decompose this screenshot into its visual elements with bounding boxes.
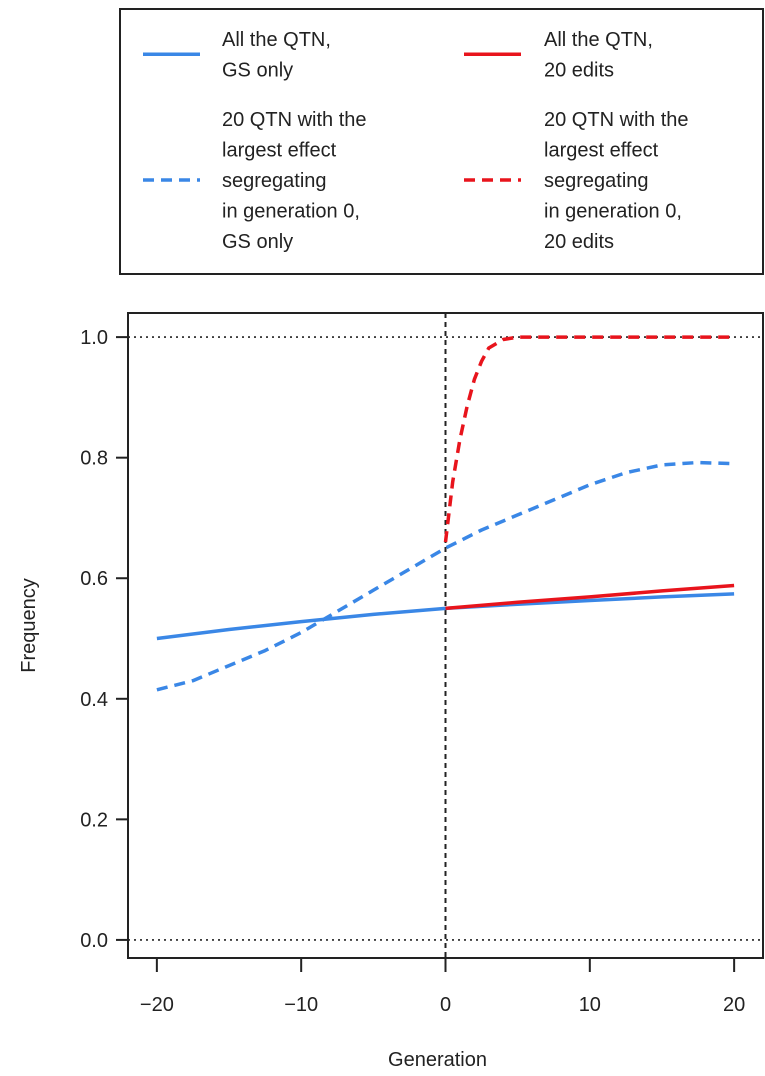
legend-label-line: largest effect bbox=[222, 140, 337, 162]
legend-label-line: 20 edits bbox=[544, 60, 614, 82]
plot-frame bbox=[127, 312, 764, 959]
y-tick-label: 0.2 bbox=[80, 809, 108, 831]
x-tick-label: −20 bbox=[140, 994, 174, 1016]
y-tick-label: 0.8 bbox=[80, 448, 108, 470]
y-tick-label: 0.6 bbox=[80, 568, 108, 590]
legend-entry-all-qtn-gs-only: All the QTN, GS only bbox=[143, 29, 331, 82]
x-tick-label: 20 bbox=[723, 994, 745, 1016]
y-tick-label: 1.0 bbox=[80, 327, 108, 349]
y-axis-label: Frequency bbox=[18, 578, 40, 673]
series-line-all-qtn-20-edits bbox=[445, 583, 735, 611]
series-line-20-qtn-gs-only bbox=[156, 460, 735, 692]
legend-label-line: All the QTN, bbox=[222, 29, 331, 51]
x-tick-label: −10 bbox=[284, 994, 318, 1016]
y-tick-label: 0.4 bbox=[80, 689, 108, 711]
legend-label-line: 20 edits bbox=[544, 231, 614, 253]
legend-label-line: largest effect bbox=[544, 140, 659, 162]
legend-entry-all-qtn-20-edits: All the QTN, 20 edits bbox=[464, 29, 653, 82]
legend-label-line: 20 QTN with the bbox=[222, 109, 367, 131]
y-tick-label: 0.0 bbox=[80, 930, 108, 952]
plot-area: 0.0 0.2 0.4 0.6 0.8 1.0 −20 −10 0 10 20 Generation F… bbox=[18, 312, 764, 1071]
legend-label-line: GS only bbox=[222, 60, 293, 82]
legend-label-line: in generation 0, bbox=[544, 201, 682, 223]
x-axis-label: Generation bbox=[388, 1049, 487, 1071]
legend-label-line: segregating bbox=[544, 170, 649, 192]
x-tick-label: 10 bbox=[579, 994, 601, 1016]
legend-label-line: 20 QTN with the bbox=[544, 109, 689, 131]
legend-label-line: segregating bbox=[222, 170, 327, 192]
series-line-20-qtn-20-edits bbox=[443, 335, 735, 543]
legend-box bbox=[119, 8, 764, 275]
legend-entry-20-qtn-gs-only: 20 QTN with the largest effect segregating… bbox=[143, 109, 367, 253]
legend-label-line: GS only bbox=[222, 231, 293, 253]
legend-label-line: All the QTN, bbox=[544, 29, 653, 51]
legend-label-line: in generation 0, bbox=[222, 201, 360, 223]
x-tick-label: 0 bbox=[440, 994, 451, 1016]
legend-entry-20-qtn-20-edits: 20 QTN with the largest effect segregating… bbox=[464, 109, 689, 253]
